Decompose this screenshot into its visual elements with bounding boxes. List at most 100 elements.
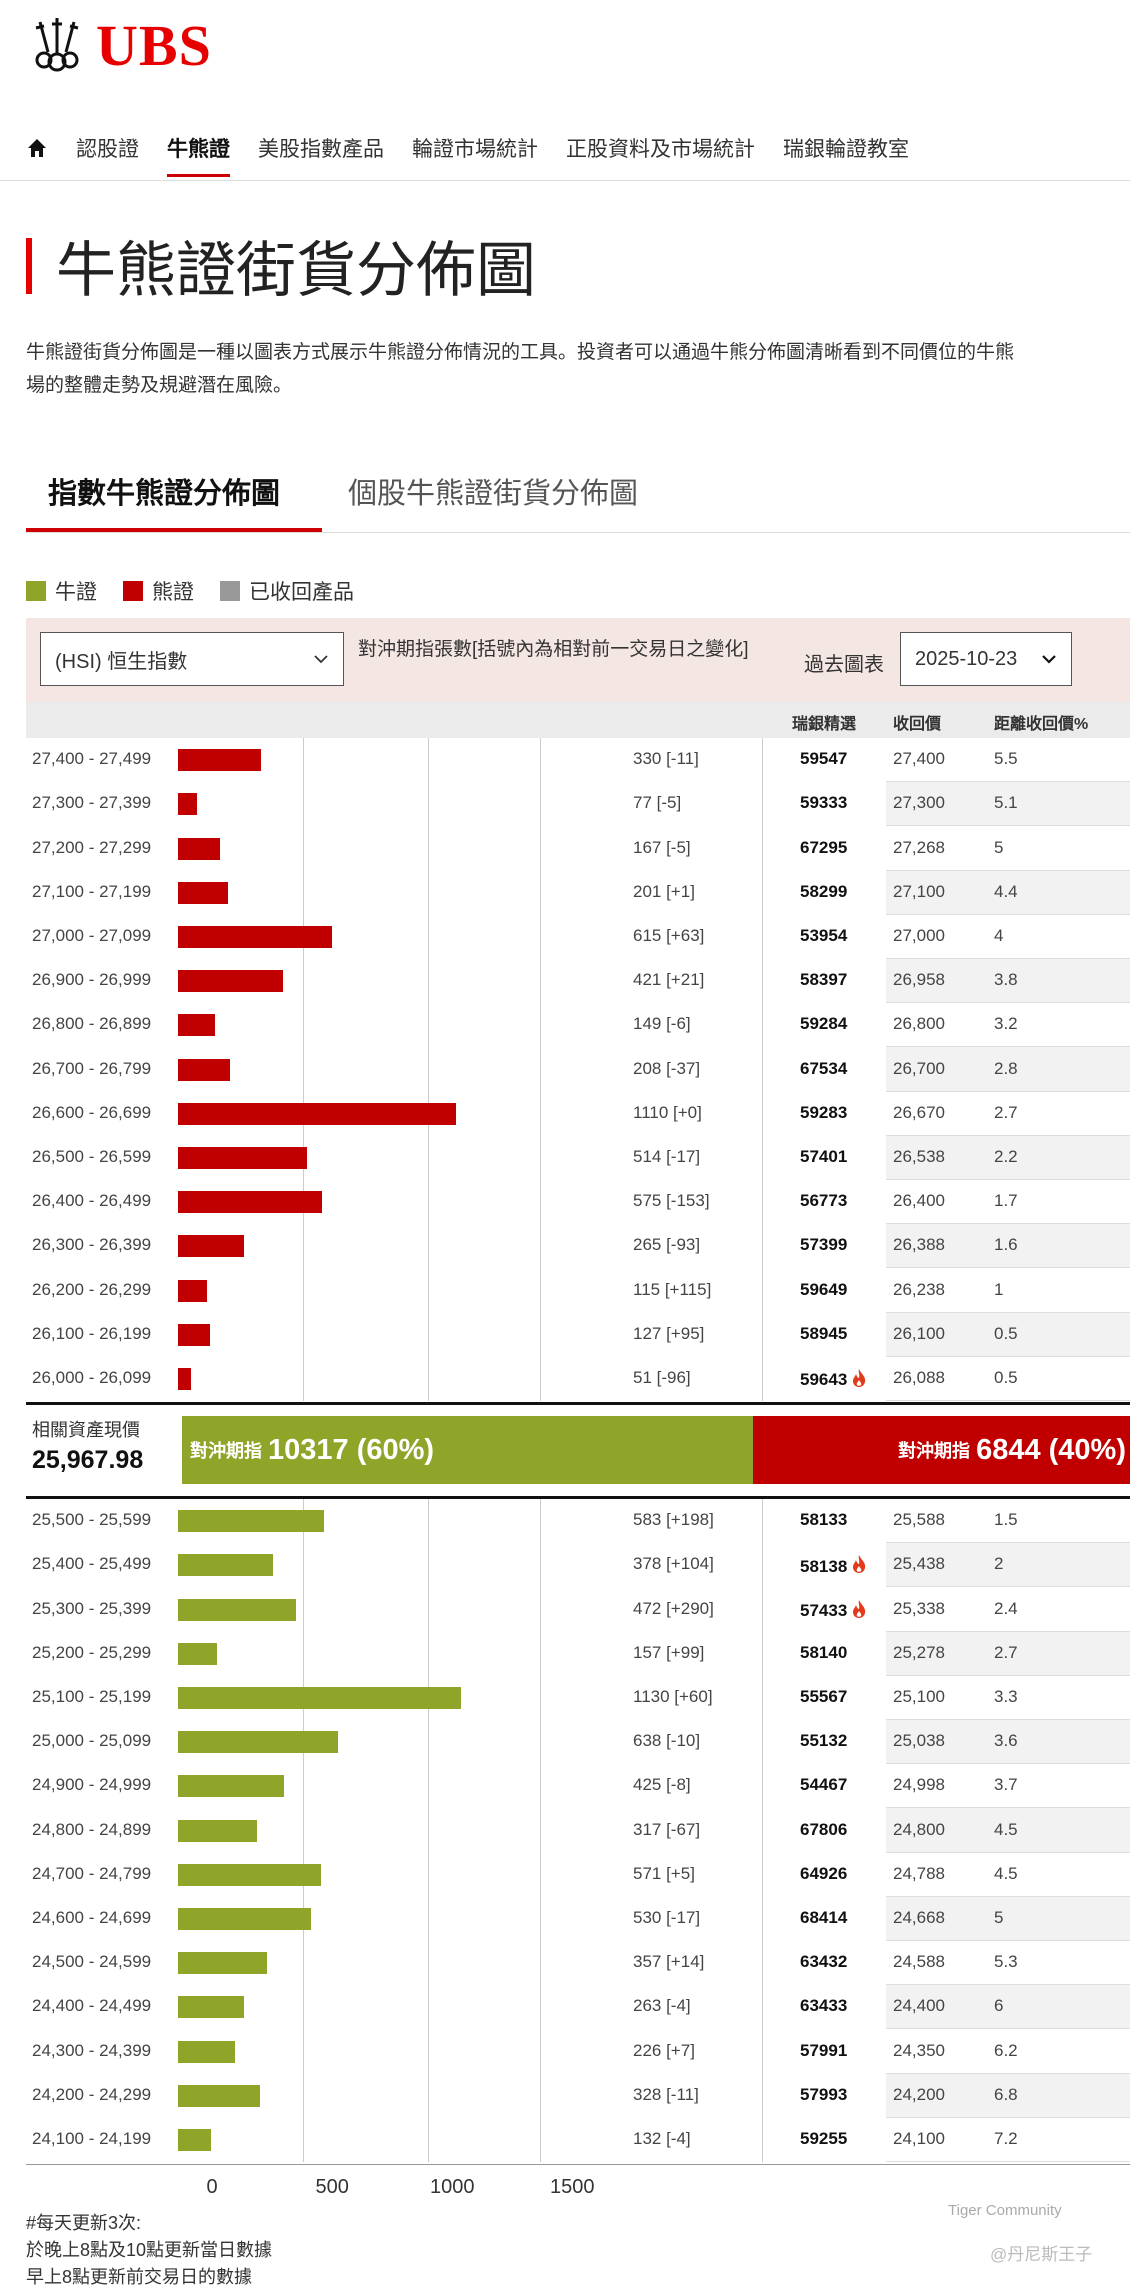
row-right-bg — [886, 1047, 1130, 1092]
row-right-bg — [886, 738, 1130, 783]
row-divider — [886, 1940, 1130, 1941]
row-code[interactable]: 58140 — [800, 1643, 847, 1663]
row-code[interactable]: 59547 — [800, 749, 847, 769]
code-text[interactable]: 67295 — [800, 837, 848, 857]
row-divider — [886, 2028, 1130, 2030]
ubs-logo[interactable]: UBS — [26, 12, 212, 78]
bull-bar — [178, 1775, 285, 1798]
code-text[interactable]: 57991 — [800, 2040, 848, 2060]
row-call-price: 27,000 — [893, 925, 945, 945]
row-code[interactable]: 55132 — [800, 1731, 847, 1751]
row-code[interactable]: 53954 — [800, 926, 847, 946]
row-code[interactable]: 59649 — [800, 1280, 847, 1300]
code-text[interactable]: 59283 — [800, 1102, 848, 1122]
row-code[interactable]: 59284 — [800, 1014, 847, 1034]
nav-item-market-stats[interactable]: 輪證市場統計 — [412, 138, 538, 161]
row-code[interactable]: 58138 — [800, 1554, 867, 1579]
code-text[interactable]: 58133 — [800, 1510, 848, 1530]
row-code[interactable]: 63433 — [800, 1996, 847, 2016]
row-code[interactable]: 57993 — [800, 2085, 847, 2105]
code-text[interactable]: 54467 — [800, 1775, 848, 1795]
nav-item-underlying[interactable]: 正股資料及市場統計 — [566, 138, 755, 161]
row-code[interactable]: 64926 — [800, 1864, 847, 1884]
code-text[interactable]: 57433 — [800, 1601, 848, 1620]
code-text[interactable]: 55567 — [800, 1686, 848, 1706]
code-text[interactable]: 53954 — [800, 925, 848, 945]
code-text[interactable]: 58945 — [800, 1323, 848, 1343]
row-code[interactable]: 67806 — [800, 1820, 847, 1840]
row-code[interactable]: 57433 — [800, 1599, 867, 1624]
row-code[interactable]: 59283 — [800, 1103, 847, 1123]
code-text[interactable]: 57993 — [800, 2084, 848, 2104]
code-text[interactable]: 63433 — [800, 1996, 848, 2016]
row-code[interactable]: 57991 — [800, 2041, 847, 2061]
row-code[interactable]: 67534 — [800, 1059, 847, 1079]
row-code[interactable]: 59643 — [800, 1368, 867, 1393]
row-count: 115 [+115] — [633, 1279, 712, 1299]
row-code[interactable]: 68414 — [800, 1908, 847, 1928]
code-text[interactable]: 57399 — [800, 1235, 848, 1255]
tab-stock-cbbc[interactable]: 個股牛熊證街貨分佈圖 — [348, 478, 639, 510]
code-text[interactable]: 58397 — [800, 970, 848, 990]
code-text[interactable]: 59255 — [800, 2128, 848, 2148]
row-code[interactable]: 54467 — [800, 1775, 847, 1795]
tab-index-cbbc[interactable]: 指數牛熊證分佈圖 — [48, 478, 281, 510]
bear-bar — [178, 749, 261, 772]
nav-item-education[interactable]: 瑞銀輪證教室 — [783, 138, 909, 161]
date-select[interactable]: 2025-10-23 — [900, 632, 1072, 686]
row-range: 24,900 - 24,999 — [32, 1775, 152, 1795]
row-call-price: 24,400 — [893, 1996, 945, 2016]
nav-item-us-index[interactable]: 美股指數產品 — [258, 138, 384, 161]
row-code[interactable]: 55567 — [800, 1687, 847, 1707]
row-right-bg — [886, 1180, 1130, 1225]
row-count: 1130 [+60] — [633, 1686, 713, 1706]
bear-hedge-bar: 對沖期指 6844 (40%) — [753, 1416, 1130, 1484]
code-text[interactable]: 59649 — [800, 1279, 848, 1299]
chevron-down-icon — [314, 655, 328, 664]
row-code[interactable]: 58397 — [800, 970, 847, 990]
row-code[interactable]: 58133 — [800, 1510, 847, 1530]
row-code[interactable]: 59255 — [800, 2129, 847, 2149]
row-range: 27,000 - 27,099 — [32, 925, 152, 945]
header-distance: 距離收回價% — [994, 716, 1089, 733]
bear-bar — [178, 925, 332, 948]
row-distance: 2.7 — [994, 1102, 1018, 1122]
row-code[interactable]: 56773 — [800, 1191, 847, 1211]
code-text[interactable]: 59284 — [800, 1014, 848, 1034]
intro-line-1: 牛熊證街貨分佈圖是一種以圖表方式展示牛熊證分佈情況的工具。投資者可以通過牛熊分佈… — [26, 342, 1015, 363]
row-divider — [886, 1179, 1130, 1180]
row-range: 24,500 - 24,599 — [32, 1952, 152, 1972]
nav-item-cbbc[interactable]: 牛熊證 — [167, 133, 230, 177]
code-text[interactable]: 67806 — [800, 1819, 848, 1839]
row-right-bg — [886, 2117, 1130, 2162]
row-code[interactable]: 58299 — [800, 882, 847, 902]
bear-bar — [178, 1146, 307, 1169]
code-text[interactable]: 58138 — [800, 1556, 848, 1576]
past-chart-label: 過去圖表 — [804, 654, 884, 676]
row-divider — [886, 1851, 1130, 1853]
row-distance: 4.5 — [994, 1819, 1018, 1839]
index-select[interactable]: (HSI) 恒生指數 — [40, 632, 344, 686]
code-text[interactable]: 56773 — [800, 1191, 848, 1211]
code-text[interactable]: 59643 — [800, 1370, 848, 1390]
code-text[interactable]: 58140 — [800, 1642, 848, 1662]
row-code[interactable]: 58945 — [800, 1324, 847, 1344]
code-text[interactable]: 68414 — [800, 1907, 848, 1927]
code-text[interactable]: 59547 — [800, 749, 848, 769]
row-code[interactable]: 57401 — [800, 1147, 847, 1167]
code-text[interactable]: 55132 — [800, 1731, 848, 1751]
code-text[interactable]: 64926 — [800, 1863, 848, 1883]
code-text[interactable]: 63432 — [800, 1952, 848, 1972]
code-text[interactable]: 59333 — [800, 793, 848, 813]
row-code[interactable]: 59333 — [800, 793, 847, 813]
code-text[interactable]: 58299 — [800, 881, 848, 901]
row-code[interactable]: 67295 — [800, 838, 847, 858]
row-code[interactable]: 57399 — [800, 1235, 847, 1255]
nav-item-warrants[interactable]: 認股證 — [76, 138, 139, 161]
code-text[interactable]: 57401 — [800, 1146, 848, 1166]
row-divider — [886, 1311, 1130, 1313]
home-icon[interactable] — [26, 137, 48, 159]
row-code[interactable]: 63432 — [800, 1952, 847, 1972]
row-divider — [886, 1400, 1130, 1401]
code-text[interactable]: 67534 — [800, 1058, 848, 1078]
